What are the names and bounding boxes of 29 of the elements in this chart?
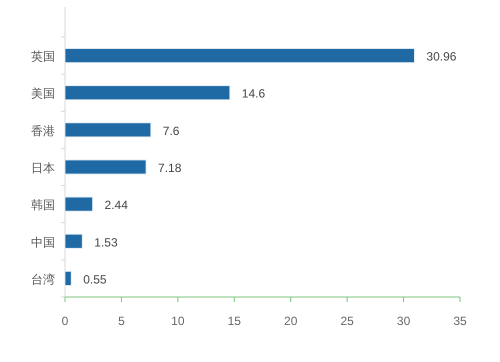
data-label: 1.53 (94, 235, 118, 250)
data-label: 14.6 (242, 86, 266, 101)
data-label: 2.44 (104, 198, 128, 212)
x-tick-label: 35 (453, 314, 467, 328)
y-tick-label: 韩国 (31, 198, 55, 212)
y-tick-label: 美国 (31, 86, 55, 101)
bar (64, 234, 83, 249)
y-tick-label: 中国 (31, 235, 55, 250)
x-tick-label: 30 (396, 314, 411, 328)
bar (64, 48, 415, 63)
data-label: 7.6 (162, 124, 180, 138)
bar (64, 271, 72, 286)
data-label: 7.18 (158, 161, 182, 175)
x-tick-label: 15 (228, 314, 242, 328)
bar (64, 122, 152, 138)
y-tick-label: 台湾 (31, 272, 55, 286)
y-tick-label: 香港 (31, 124, 55, 138)
data-label: 30.96 (426, 50, 457, 64)
bar (64, 160, 146, 174)
x-tick-label: 25 (340, 314, 354, 328)
x-tick-label: 20 (284, 314, 298, 328)
x-tick-label: 5 (118, 314, 126, 328)
x-tick-label: 0 (62, 314, 69, 328)
bar (64, 85, 230, 100)
bar (64, 196, 93, 212)
x-tick-label: 10 (171, 314, 185, 328)
y-tick-label: 英国 (31, 50, 55, 64)
y-tick-label: 日本 (31, 161, 55, 175)
data-label: 0.55 (83, 272, 107, 286)
